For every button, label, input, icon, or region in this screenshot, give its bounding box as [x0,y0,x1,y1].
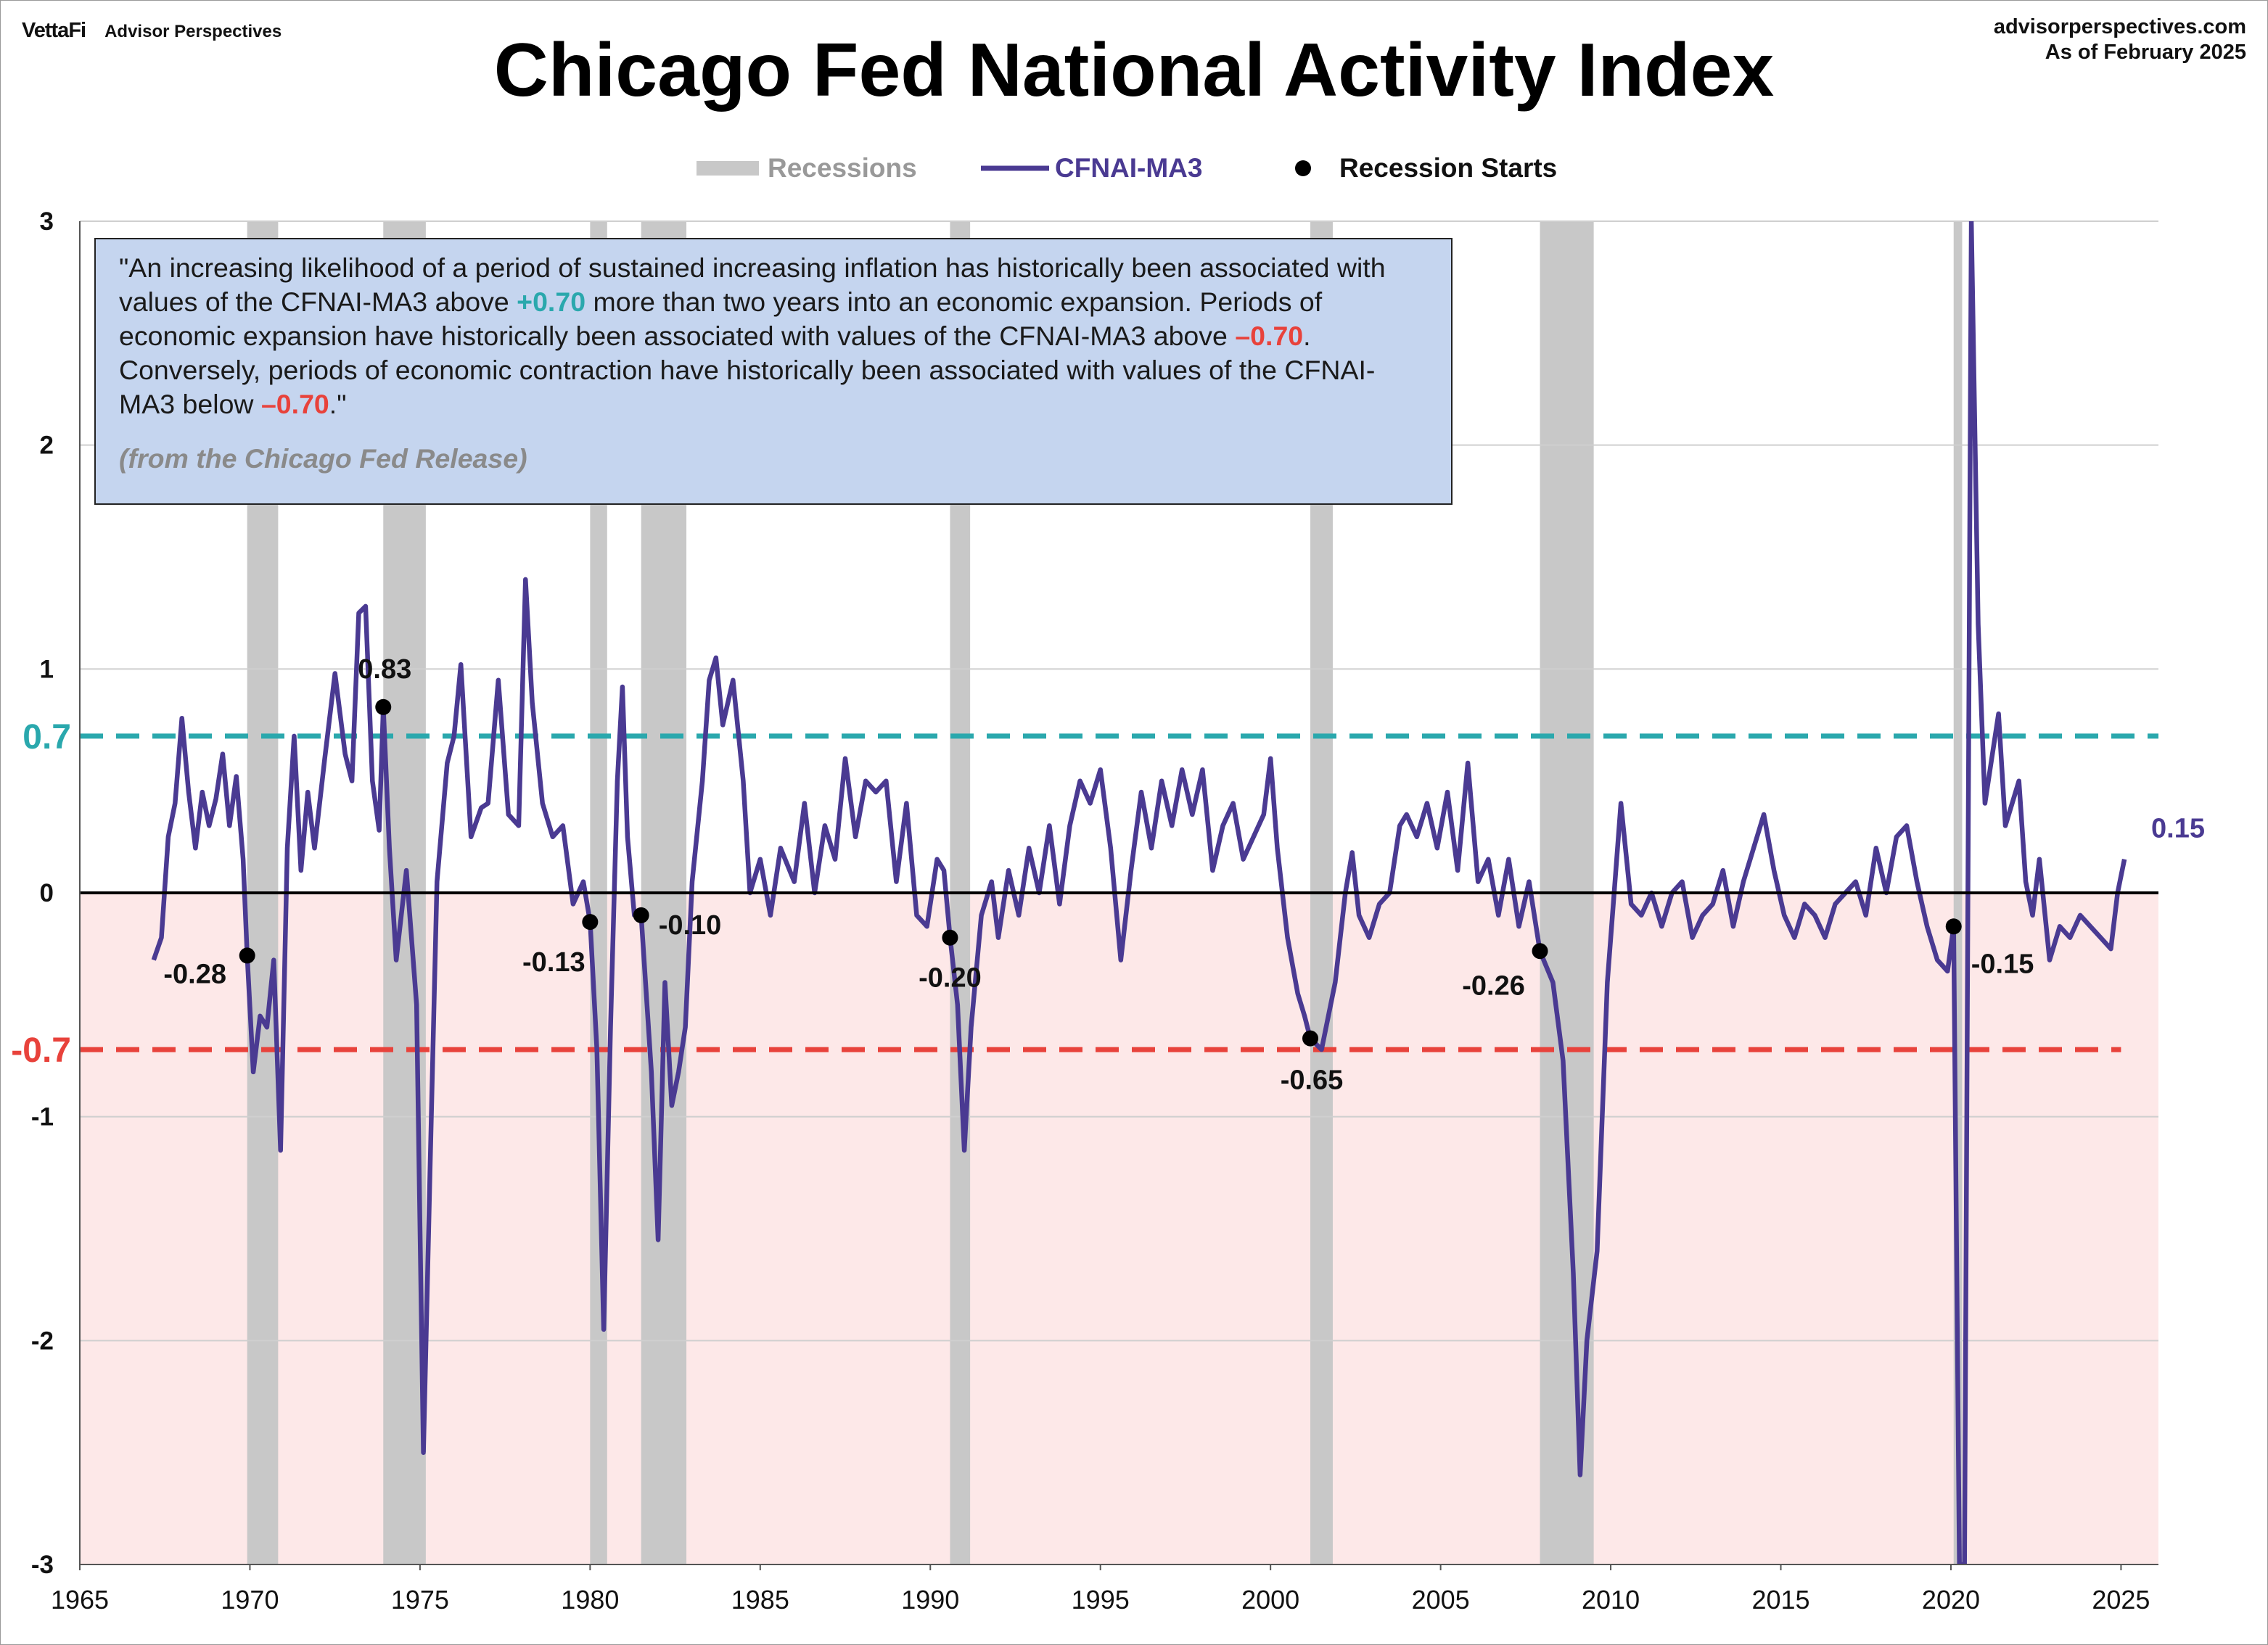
recession-start-label: -0.20 [919,963,982,994]
quote-text-4: ." [329,389,347,419]
x-tick-label: 2005 [1412,1585,1470,1615]
recession-start-label: -0.13 [522,947,586,978]
recession-start-marker [239,947,255,964]
legend: Recessions CFNAI-MA3 Recession Starts [697,153,1557,183]
recession-start-marker [1302,1030,1319,1047]
recession-start-marker [942,929,958,946]
threshold-label: 0.7 [22,718,71,756]
quote-text-3: . Conversely, periods of economic contra… [119,321,1376,419]
quote-text-2: more than two years into an economic exp… [119,286,1323,351]
last-value-label: 0.15 [2151,814,2205,844]
x-tick-label: 1970 [221,1585,279,1615]
as-of-date: As of February 2025 [2045,41,2246,64]
y-tick-label: -2 [31,1327,54,1355]
brand-name: Advisor Perspectives [104,22,282,41]
recession-start-marker [633,907,649,923]
quote-text-1: "An increasing likelihood of a period of… [119,252,1386,317]
x-tick-label: 1990 [901,1585,959,1615]
legend-recessions-swatch [697,161,759,176]
quote-box: "An increasing likelihood of a period of… [94,238,1453,505]
recession-start-marker [1532,943,1548,960]
recession-start-label: -0.28 [163,959,226,989]
x-tick-label: 1980 [561,1585,619,1615]
y-tick-label: 1 [40,655,54,683]
chart-title: Chicago Fed National Activity Index [493,28,1775,112]
site-info: advisorperspectives.com As of February 2… [1994,15,2246,65]
series-layer: 0.15 [151,221,2205,1564]
x-tick-label: 1985 [731,1585,789,1615]
negative-zone-layer [80,893,2158,1564]
x-tick-label: 2000 [1241,1585,1299,1615]
legend-recessions-label: Recessions [768,153,917,183]
y-tick-label: -1 [31,1103,54,1131]
y-tick-label: -3 [31,1551,54,1579]
recession-start-label: -0.10 [659,910,722,941]
x-tick-label: 2015 [1751,1585,1809,1615]
site-url: advisorperspectives.com [1993,15,2246,38]
x-tick-label: 1975 [391,1585,449,1615]
axes: 3 2 1 0 -1 -2 -3 1965 1970 1975 1980 1985 1990 1995 20… [31,207,2158,1615]
x-tick-label: 1965 [51,1585,109,1615]
recession-start-marker [375,698,392,715]
legend-recession-start-label: Recession Starts [1339,153,1557,183]
quote-highlight-lower: –0.70 [1235,321,1304,351]
y-tick-label: 3 [40,207,54,236]
brand: VettaFi Advisor Perspectives [22,19,282,43]
x-tick-label: 1995 [1072,1585,1130,1615]
y-tick-label: 0 [40,879,54,907]
y-tick-label: 2 [40,432,54,460]
negative-zone [80,893,2158,1564]
recession-start-marker [1945,918,1962,935]
legend-recession-start-swatch [1295,160,1311,176]
series-line [151,221,2127,1564]
quote-highlight-lower-2: –0.70 [260,389,329,419]
quote-highlight-upper: +0.70 [517,286,586,317]
x-tick-label: 2010 [1582,1585,1640,1615]
x-tick-label: 2025 [2092,1585,2150,1615]
threshold-lines: 0.7 -0.7 [11,718,2158,1070]
recession-start-markers: -0.28 0.83 -0.13 -0.10 -0.20 -0.65 -0.26 -0.15 [163,654,2034,1096]
vettafi-logo: VettaFi [22,19,86,42]
quote-source: (from the Chicago Fed Release) [119,443,527,474]
recession-start-label: -0.26 [1462,970,1525,1001]
x-tick-label: 2020 [1922,1585,1980,1615]
recession-start-label: -0.65 [1281,1065,1344,1096]
quote-text: "An increasing likelihood of a period of… [119,251,1429,421]
recession-start-label: -0.15 [1971,949,2034,979]
threshold-label: -0.7 [11,1031,71,1070]
recession-start-marker [582,914,599,931]
recession-start-label: 0.83 [358,654,411,685]
legend-cfnai-label: CFNAI-MA3 [1055,153,1202,183]
